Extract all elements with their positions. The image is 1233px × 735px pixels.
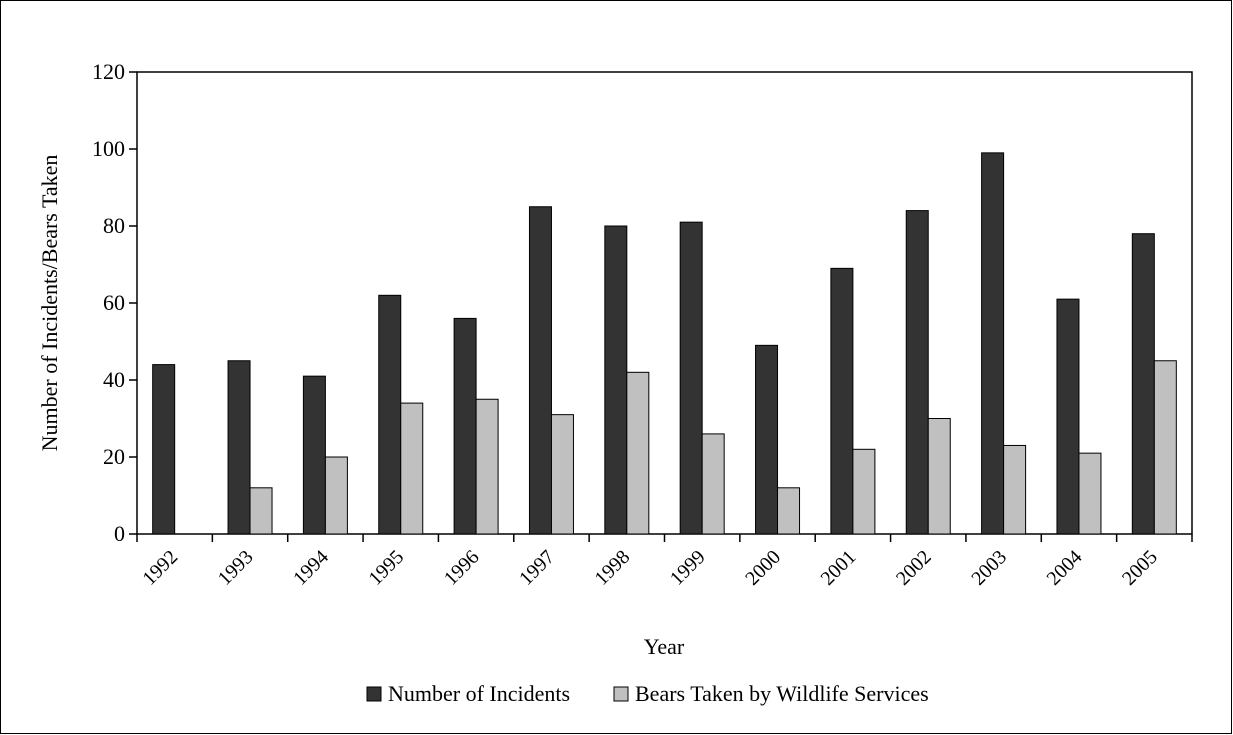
x-axis: 1992 1993 1994 1995 1996 1997 1998 1999 2000 2001… [136,534,1193,590]
bar-incidents [227,360,251,535]
bar-incidents [378,294,402,535]
bars-group [152,152,1177,535]
bar-incidents [604,225,628,535]
x-tick-label: 2004 [1043,546,1087,590]
x-tick-label: 1996 [440,546,484,590]
y-tick-label: 120 [92,59,125,84]
x-axis-title: Year [644,634,685,659]
bar-bears-taken [1078,452,1102,535]
bar-incidents [1131,233,1155,535]
bar-bears-taken [777,487,801,535]
bar-bears-taken [1153,360,1177,535]
y-axis-title: Number of Incidents/Bears Taken [37,155,62,452]
plot-area [136,71,1193,535]
bar-incidents [152,364,176,535]
bar-incidents [755,344,779,535]
legend-label-bears-taken: Bears Taken by Wildlife Services [635,681,929,706]
bar-bears-taken [475,398,499,535]
bar-incidents [905,210,929,535]
x-tick-label: 2003 [967,546,1011,590]
x-tick-label: 2002 [892,546,936,590]
bar-bears-taken [550,414,574,535]
bar-bears-taken [852,448,876,535]
bar-incidents [981,152,1005,535]
x-tick-label: 2005 [1118,546,1162,590]
bar-incidents [830,267,854,535]
x-tick-label: 1997 [515,546,559,590]
x-tick-label: 2000 [741,546,785,590]
bar-incidents [302,375,326,535]
legend: Number of Incidents Bears Taken by Wildl… [366,681,929,706]
legend-label-incidents: Number of Incidents [388,681,570,706]
x-tick-label: 1995 [364,546,408,590]
legend-swatch-incidents [366,686,382,702]
bar-incidents [1056,298,1080,535]
y-axis: 0 20 40 60 80 100 120 [92,59,137,546]
x-tick-label: 1993 [214,546,258,590]
bar-bears-taken [701,433,725,535]
x-tick-label: 1992 [138,546,182,590]
x-tick-label: 1999 [666,546,710,590]
bar-incidents [679,221,703,535]
y-tick-label: 20 [103,444,125,469]
bar-bears-taken [626,371,650,535]
bar-bears-taken [324,456,348,535]
bar-bears-taken [400,402,424,535]
x-tick-label: 1998 [591,546,635,590]
x-tick-label: 1994 [289,546,333,590]
bar-bears-taken [249,487,273,535]
bar-incidents [453,317,477,535]
x-tick-label: 2001 [817,546,861,590]
bar-incidents [528,206,552,535]
bar-bears-taken [1003,444,1027,535]
bar-bears-taken [927,418,951,535]
y-tick-label: 60 [103,290,125,315]
y-tick-label: 40 [103,367,125,392]
y-tick-label: 100 [92,136,125,161]
y-tick-label: 0 [114,521,125,546]
legend-swatch-bears-taken [613,686,629,702]
y-tick-label: 80 [103,213,125,238]
